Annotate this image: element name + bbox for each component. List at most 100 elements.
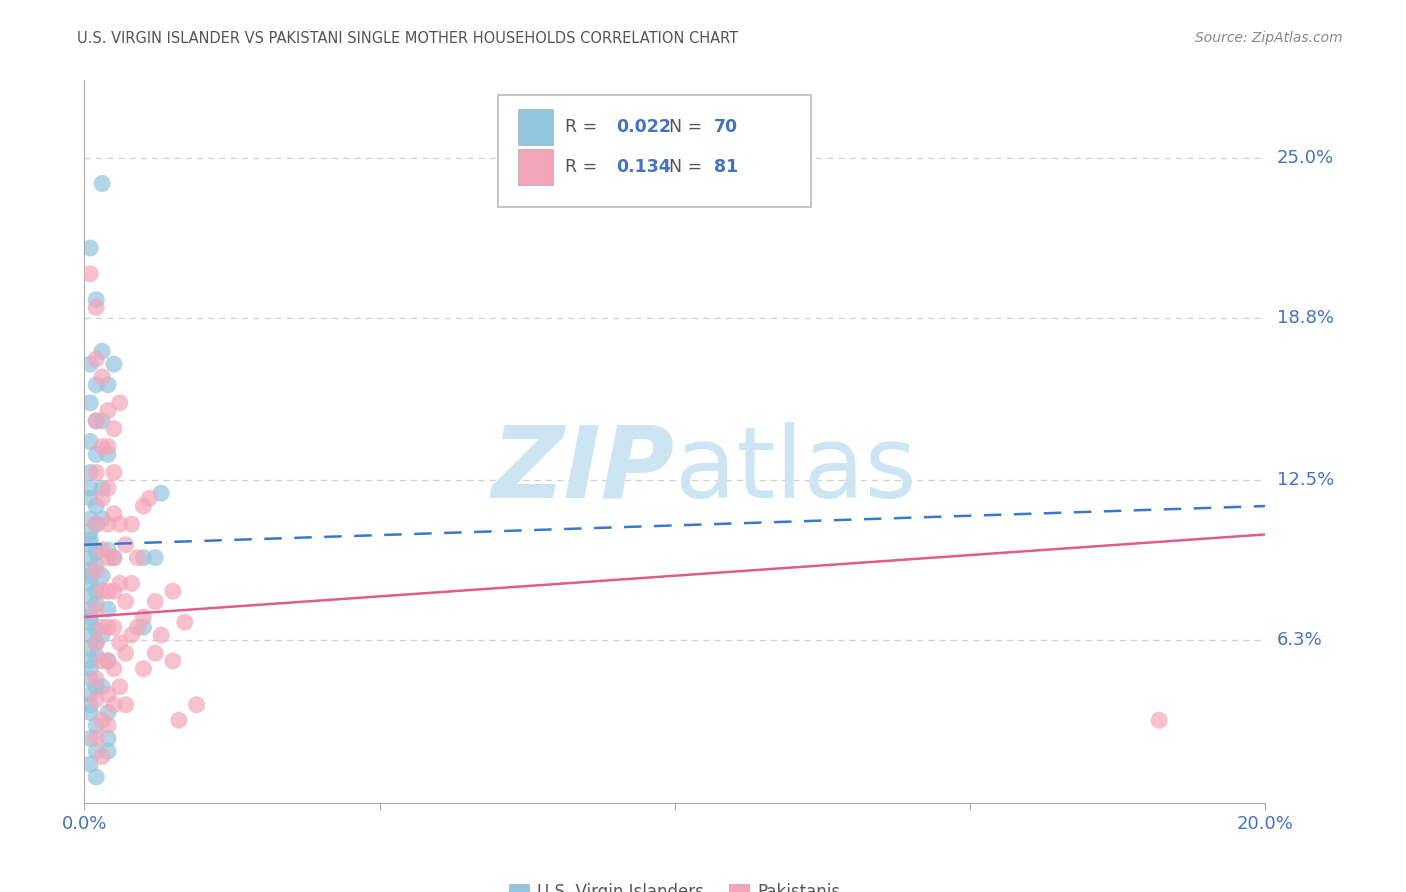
Point bbox=[84, 301, 107, 315]
Point bbox=[79, 538, 101, 552]
Point bbox=[84, 584, 107, 599]
Text: ZIP: ZIP bbox=[492, 422, 675, 519]
Point bbox=[97, 687, 120, 701]
Point bbox=[143, 646, 166, 660]
Point bbox=[79, 512, 101, 526]
Point bbox=[97, 584, 120, 599]
Text: 25.0%: 25.0% bbox=[1277, 149, 1334, 167]
Point bbox=[84, 623, 107, 637]
Point bbox=[127, 550, 149, 565]
Point bbox=[79, 267, 101, 281]
Point bbox=[108, 636, 131, 650]
Point bbox=[91, 628, 114, 642]
Point bbox=[84, 499, 107, 513]
Point bbox=[108, 517, 131, 532]
Point bbox=[79, 706, 101, 720]
Point bbox=[79, 481, 101, 495]
Text: 0.134: 0.134 bbox=[616, 158, 671, 176]
Point bbox=[97, 731, 120, 746]
FancyBboxPatch shape bbox=[498, 95, 811, 207]
Text: 18.8%: 18.8% bbox=[1277, 309, 1333, 326]
Point bbox=[79, 602, 101, 616]
Point bbox=[103, 662, 125, 676]
Point bbox=[97, 377, 120, 392]
Point bbox=[162, 654, 184, 668]
Point bbox=[103, 584, 125, 599]
Point bbox=[121, 628, 143, 642]
Point bbox=[132, 550, 155, 565]
Point bbox=[91, 177, 114, 191]
Point bbox=[91, 512, 114, 526]
Point bbox=[150, 486, 173, 500]
Point bbox=[97, 654, 120, 668]
Point bbox=[108, 680, 131, 694]
Point bbox=[84, 744, 107, 758]
Point bbox=[84, 602, 107, 616]
Point bbox=[79, 662, 101, 676]
Point bbox=[84, 414, 107, 428]
Text: 0.022: 0.022 bbox=[616, 119, 671, 136]
Point bbox=[79, 654, 101, 668]
Point bbox=[79, 466, 101, 480]
Point bbox=[91, 440, 114, 454]
Point bbox=[103, 550, 125, 565]
Point bbox=[84, 558, 107, 573]
Point bbox=[84, 447, 107, 461]
Point bbox=[103, 357, 125, 371]
Point bbox=[79, 590, 101, 604]
Point bbox=[79, 628, 101, 642]
Point bbox=[103, 550, 125, 565]
Point bbox=[121, 576, 143, 591]
Text: atlas: atlas bbox=[675, 422, 917, 519]
Point bbox=[186, 698, 208, 712]
Point bbox=[91, 344, 114, 359]
Point bbox=[91, 481, 114, 495]
Point bbox=[97, 542, 120, 557]
Point bbox=[97, 744, 120, 758]
Point bbox=[1147, 713, 1170, 727]
Point bbox=[103, 698, 125, 712]
Point bbox=[97, 654, 120, 668]
Point bbox=[97, 602, 120, 616]
Point bbox=[97, 440, 120, 454]
Point bbox=[79, 568, 101, 582]
Point bbox=[103, 422, 125, 436]
Point bbox=[79, 533, 101, 547]
Point bbox=[91, 620, 114, 634]
Point bbox=[103, 466, 125, 480]
Point bbox=[97, 481, 120, 495]
Point bbox=[79, 576, 101, 591]
Point bbox=[84, 293, 107, 307]
Point bbox=[79, 698, 101, 712]
Point bbox=[91, 713, 114, 727]
Point bbox=[79, 640, 101, 655]
Point bbox=[79, 491, 101, 506]
Text: U.S. VIRGIN ISLANDER VS PAKISTANI SINGLE MOTHER HOUSEHOLDS CORRELATION CHART: U.S. VIRGIN ISLANDER VS PAKISTANI SINGLE… bbox=[77, 31, 738, 46]
Point bbox=[84, 680, 107, 694]
Point bbox=[79, 757, 101, 772]
Point bbox=[84, 351, 107, 366]
Text: 70: 70 bbox=[714, 119, 738, 136]
Point bbox=[84, 597, 107, 611]
Point bbox=[97, 718, 120, 732]
Point bbox=[79, 672, 101, 686]
Point bbox=[79, 434, 101, 449]
Point bbox=[79, 615, 101, 630]
Point bbox=[84, 377, 107, 392]
Point bbox=[143, 550, 166, 565]
Point bbox=[84, 718, 107, 732]
Point bbox=[108, 576, 131, 591]
Text: Source: ZipAtlas.com: Source: ZipAtlas.com bbox=[1195, 31, 1343, 45]
Point bbox=[97, 620, 120, 634]
Point bbox=[97, 706, 120, 720]
Point bbox=[97, 403, 120, 417]
Point bbox=[91, 491, 114, 506]
Point bbox=[79, 524, 101, 539]
Point bbox=[132, 499, 155, 513]
Point bbox=[91, 654, 114, 668]
Point bbox=[79, 550, 101, 565]
Point bbox=[127, 620, 149, 634]
Point bbox=[114, 594, 136, 608]
Point bbox=[84, 414, 107, 428]
Point bbox=[84, 564, 107, 578]
